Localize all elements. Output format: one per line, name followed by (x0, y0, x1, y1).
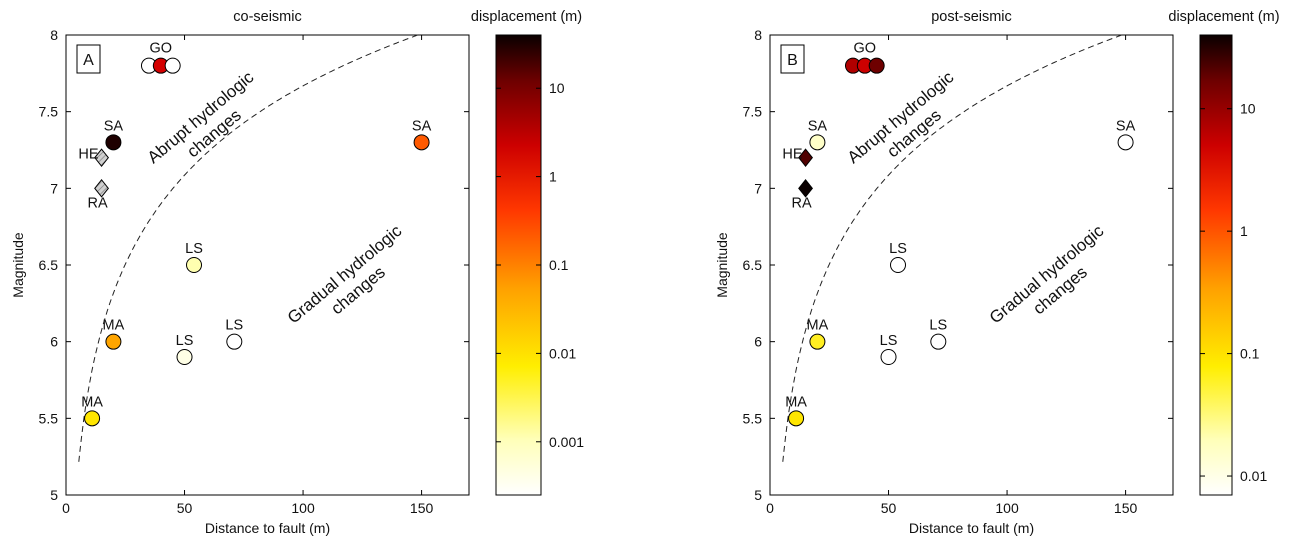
colorbar-title: displacement (m) (471, 9, 582, 25)
point-label: GO (150, 41, 173, 57)
x-tick-label: 50 (881, 500, 897, 516)
data-point (809, 134, 826, 151)
panel-letter: B (787, 52, 798, 69)
panel-letter: A (83, 52, 94, 69)
panel-a: 0 50 100 150 5 5.5 6 6.5 7 7.5 8 Distance to fault … (10, 9, 584, 536)
x-tick-label: 0 (766, 500, 774, 516)
colorbar (495, 34, 542, 496)
x-tick-label: 150 (410, 500, 434, 516)
point-label: MA (81, 394, 103, 410)
point-label: LS (225, 318, 243, 334)
y-tick-label: 5.5 (743, 410, 763, 426)
chart-title: post-seismic (931, 9, 1012, 25)
y-axis-label: Magnitude (714, 232, 730, 298)
data-point-diamond (94, 148, 109, 167)
y-tick-label: 6 (754, 334, 762, 350)
colorbar-tick-label: 0.001 (549, 434, 584, 450)
colorbar-tick-label: 0.01 (549, 345, 576, 361)
point-label: SA (104, 118, 124, 134)
colorbar-tick-label: 0.1 (1240, 346, 1260, 362)
x-axis-label: Distance to fault (m) (909, 520, 1034, 536)
data-point (413, 134, 430, 151)
y-tick-label: 7.5 (743, 104, 763, 120)
colorbar-tick-label: 10 (1240, 101, 1256, 117)
point-label: SA (1116, 118, 1136, 134)
data-point (930, 333, 947, 350)
y-tick-label: 7.5 (39, 104, 59, 120)
data-point (809, 333, 826, 350)
panel-letter-box (76, 44, 101, 74)
point-label: SA (808, 118, 828, 134)
data-point (868, 57, 885, 74)
colorbar-tick-label: 10 (549, 80, 565, 96)
y-tick-label: 6.5 (39, 257, 59, 273)
colorbar-tick-label: 1 (1240, 223, 1248, 239)
y-tick-label: 5 (754, 487, 762, 503)
data-point (176, 349, 193, 365)
data-point (186, 257, 203, 273)
data-point-diamond (798, 179, 813, 198)
data-point (880, 349, 897, 365)
point-label: RA (791, 195, 811, 211)
data-point (226, 333, 243, 350)
colorbar-tick-label: 1 (549, 169, 557, 185)
point-label: MA (807, 318, 829, 334)
data-point (164, 57, 181, 74)
panel-b: 0 50 100 150 5 5.5 6 6.5 7 7.5 8 Distance to fault … (714, 9, 1280, 536)
point-label: SA (412, 118, 432, 134)
y-tick-label: 5 (50, 487, 58, 503)
point-label: MA (785, 394, 807, 410)
point-label: LS (185, 241, 203, 257)
panel-letter-box (780, 44, 805, 74)
point-label: LS (176, 333, 194, 349)
data-point (788, 410, 805, 427)
threshold-curve (78, 34, 418, 462)
data-point-diamond (798, 148, 813, 167)
colorbar-title: displacement (m) (1168, 9, 1279, 25)
x-tick-label: 150 (1114, 500, 1138, 516)
y-tick-label: 6.5 (743, 257, 763, 273)
y-axis-label: Magnitude (10, 232, 26, 298)
x-tick-label: 50 (177, 500, 193, 516)
point-label: MA (103, 318, 125, 334)
point-label: LS (889, 241, 907, 257)
point-label: LS (929, 318, 947, 334)
y-tick-label: 8 (50, 27, 58, 43)
plot-frame (65, 34, 470, 496)
colorbar-tick-label: 0.01 (1240, 468, 1267, 484)
data-point (1117, 134, 1134, 151)
colorbar-tick-label: 0.1 (549, 257, 569, 273)
y-tick-label: 7 (754, 180, 762, 196)
point-label: GO (854, 41, 877, 57)
data-point (105, 134, 122, 151)
plot-frame (769, 34, 1174, 496)
x-tick-label: 0 (62, 500, 70, 516)
colorbar (1199, 34, 1233, 496)
y-tick-label: 8 (754, 27, 762, 43)
x-axis-label: Distance to fault (m) (205, 520, 330, 536)
x-tick-label: 100 (291, 500, 315, 516)
point-label: HE (78, 147, 98, 163)
y-tick-label: 6 (50, 334, 58, 350)
data-point-diamond (94, 179, 109, 198)
data-point (105, 333, 122, 350)
y-tick-label: 5.5 (39, 410, 59, 426)
chart-title: co-seismic (233, 9, 301, 25)
point-label: HE (782, 147, 802, 163)
data-point (84, 410, 101, 427)
threshold-curve (782, 34, 1122, 462)
point-label: RA (87, 195, 107, 211)
y-tick-label: 7 (50, 180, 58, 196)
point-label: LS (880, 333, 898, 349)
data-point (890, 257, 907, 273)
x-tick-label: 100 (995, 500, 1019, 516)
